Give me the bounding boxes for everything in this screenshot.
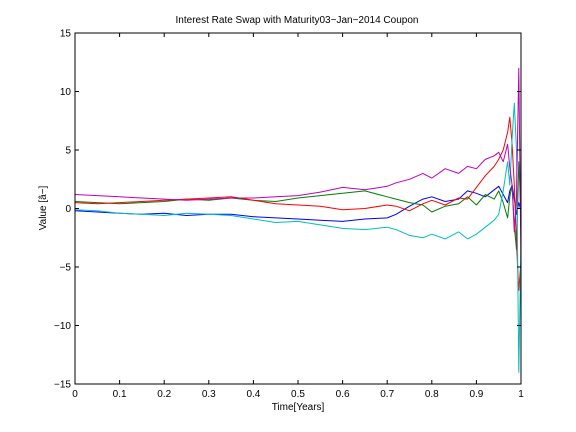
y-tick-label: −15 bbox=[54, 380, 71, 391]
x-tick-label: 0.1 bbox=[113, 389, 127, 400]
x-tick-label: 0.6 bbox=[336, 389, 350, 400]
series-line-1 bbox=[74, 184, 522, 222]
x-axis-label: Time[Years] bbox=[272, 402, 325, 413]
y-axis: −15 −10 −5 0 5 10 15 bbox=[54, 29, 521, 391]
x-tick-label: 0.9 bbox=[469, 389, 483, 400]
x-tick-label: 0.2 bbox=[157, 389, 171, 400]
y-tick-label: −10 bbox=[54, 321, 71, 332]
y-tick-label: 5 bbox=[65, 146, 71, 157]
x-tick-label: 0 bbox=[72, 389, 78, 400]
series-line-5 bbox=[74, 67, 522, 268]
y-tick-label: 10 bbox=[60, 87, 72, 98]
series-line-4 bbox=[74, 102, 522, 373]
x-tick-label: 0.7 bbox=[380, 389, 394, 400]
y-axis-label: Value [â−] bbox=[38, 185, 49, 230]
x-tick-label: 0.3 bbox=[202, 389, 216, 400]
x-tick-label: 0.8 bbox=[425, 389, 439, 400]
y-tick-label: −5 bbox=[60, 263, 72, 274]
x-tick-label: 0.4 bbox=[246, 389, 260, 400]
chart-title: Interest Rate Swap with Maturity03−Jan−2… bbox=[176, 15, 419, 26]
plot-lines bbox=[74, 67, 522, 373]
x-axis: 0 0.1 0.2 0.3 0.4 0.5 0.6 0.7 0.8 0.9 1 bbox=[72, 33, 524, 400]
x-tick-label: 0.5 bbox=[291, 389, 305, 400]
y-tick-label: 15 bbox=[60, 29, 72, 40]
x-tick-label: 1 bbox=[518, 389, 524, 400]
y-tick-label: 0 bbox=[65, 204, 71, 215]
series-line-3 bbox=[74, 116, 522, 291]
